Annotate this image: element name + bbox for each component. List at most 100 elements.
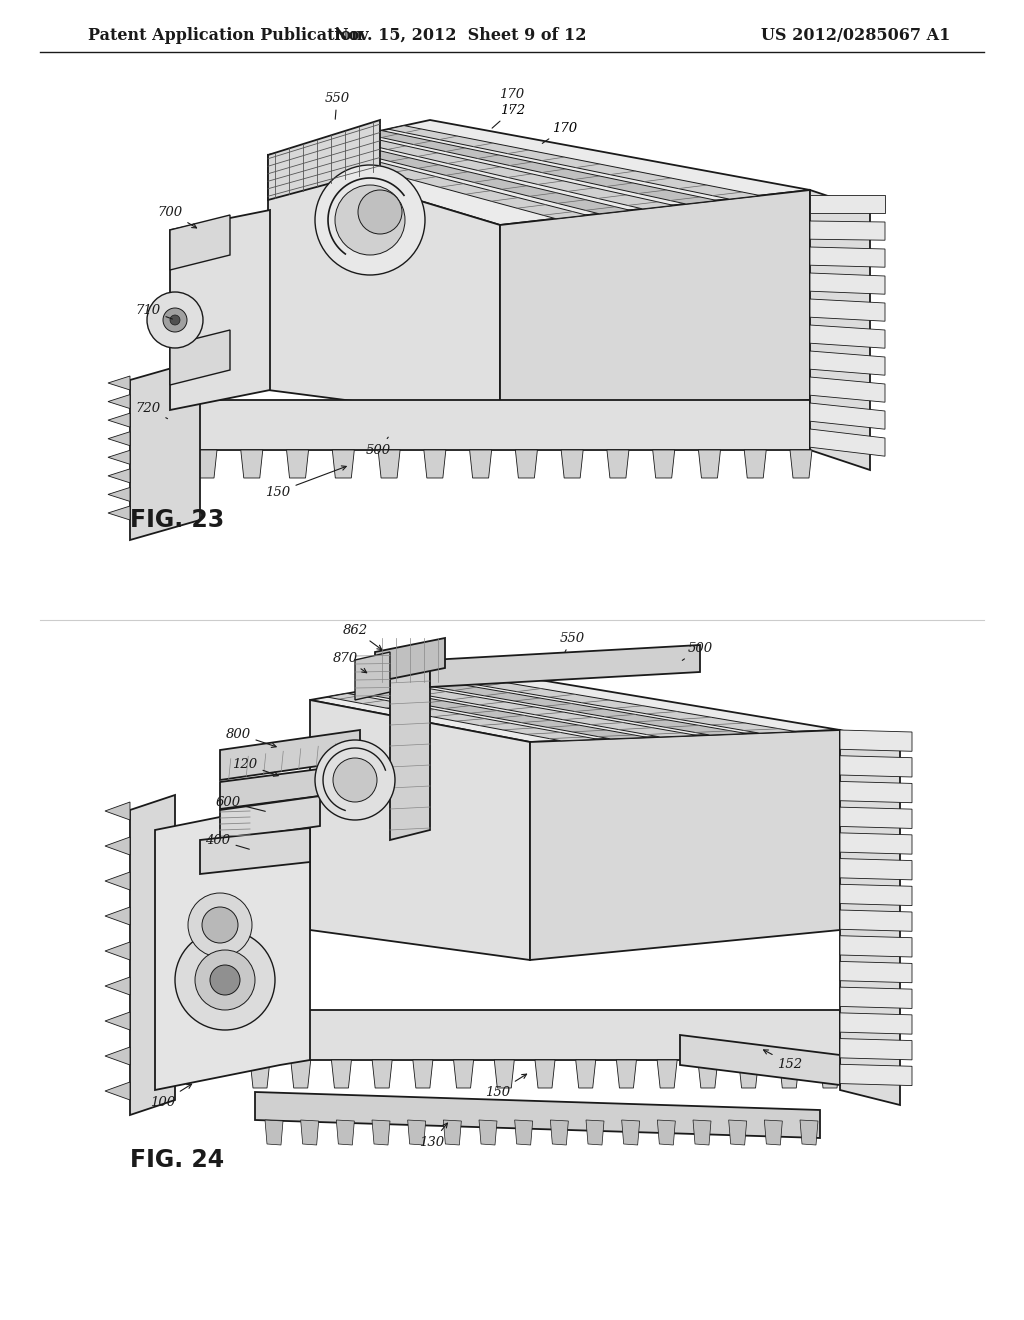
Polygon shape — [810, 247, 885, 267]
Text: US 2012/0285067 A1: US 2012/0285067 A1 — [761, 26, 950, 44]
Polygon shape — [840, 756, 912, 777]
Polygon shape — [105, 977, 130, 995]
Polygon shape — [105, 1047, 130, 1065]
Text: 550: 550 — [325, 91, 349, 119]
Polygon shape — [561, 450, 583, 478]
Polygon shape — [810, 273, 885, 294]
Polygon shape — [840, 884, 912, 906]
Polygon shape — [287, 450, 308, 478]
Polygon shape — [790, 450, 812, 478]
Text: 170: 170 — [500, 88, 524, 110]
Polygon shape — [586, 1119, 604, 1144]
Text: Nov. 15, 2012  Sheet 9 of 12: Nov. 15, 2012 Sheet 9 of 12 — [334, 26, 587, 44]
Polygon shape — [108, 432, 130, 446]
Polygon shape — [622, 1119, 640, 1144]
Polygon shape — [779, 1060, 800, 1088]
Polygon shape — [372, 1119, 390, 1144]
Text: FIG. 24: FIG. 24 — [130, 1148, 224, 1172]
Polygon shape — [430, 645, 700, 686]
Circle shape — [170, 315, 180, 325]
Circle shape — [315, 741, 395, 820]
Text: 500: 500 — [366, 437, 390, 457]
Polygon shape — [738, 1060, 759, 1088]
Circle shape — [175, 931, 275, 1030]
Polygon shape — [319, 140, 630, 214]
Text: 120: 120 — [232, 758, 279, 776]
Text: 710: 710 — [135, 304, 172, 319]
Polygon shape — [840, 909, 912, 932]
Polygon shape — [840, 1012, 912, 1034]
Circle shape — [358, 190, 402, 234]
Polygon shape — [366, 131, 717, 205]
Circle shape — [147, 292, 203, 348]
Polygon shape — [170, 330, 230, 385]
Polygon shape — [105, 803, 130, 820]
Polygon shape — [840, 961, 912, 982]
Polygon shape — [810, 190, 870, 470]
Polygon shape — [268, 120, 810, 224]
Polygon shape — [130, 795, 175, 1115]
Circle shape — [333, 758, 377, 803]
Polygon shape — [327, 693, 598, 741]
Polygon shape — [354, 689, 648, 739]
Circle shape — [202, 907, 238, 942]
Text: 170: 170 — [543, 121, 578, 144]
Polygon shape — [810, 378, 885, 403]
Polygon shape — [744, 450, 766, 478]
Text: 100: 100 — [151, 1084, 191, 1109]
Polygon shape — [268, 154, 500, 420]
Polygon shape — [409, 678, 746, 735]
Polygon shape — [575, 1060, 596, 1088]
Text: 500: 500 — [682, 642, 713, 660]
Polygon shape — [200, 828, 310, 874]
Text: 800: 800 — [225, 727, 276, 747]
Polygon shape — [342, 136, 674, 209]
Text: FIG. 23: FIG. 23 — [130, 508, 224, 532]
Polygon shape — [535, 1060, 555, 1088]
Polygon shape — [479, 1119, 497, 1144]
Text: 130: 130 — [420, 1123, 447, 1148]
Polygon shape — [268, 120, 380, 201]
Polygon shape — [454, 1060, 473, 1088]
Polygon shape — [108, 395, 130, 409]
Polygon shape — [105, 1082, 130, 1100]
Polygon shape — [195, 450, 217, 478]
Polygon shape — [291, 1060, 310, 1088]
Text: 600: 600 — [215, 796, 265, 812]
Text: 150: 150 — [265, 466, 346, 499]
Polygon shape — [250, 1060, 270, 1088]
Circle shape — [163, 308, 187, 333]
Polygon shape — [241, 450, 263, 478]
Polygon shape — [840, 730, 900, 1105]
Polygon shape — [372, 1060, 392, 1088]
Polygon shape — [378, 450, 400, 478]
Text: 400: 400 — [206, 833, 249, 849]
Polygon shape — [657, 1060, 677, 1088]
Polygon shape — [390, 655, 430, 840]
Polygon shape — [652, 450, 675, 478]
Polygon shape — [840, 1039, 912, 1060]
Polygon shape — [764, 1119, 782, 1144]
Polygon shape — [108, 450, 130, 465]
Polygon shape — [495, 1060, 514, 1088]
Polygon shape — [470, 450, 492, 478]
Polygon shape — [108, 469, 130, 483]
Circle shape — [315, 165, 425, 275]
Polygon shape — [840, 1064, 912, 1085]
Polygon shape — [310, 700, 530, 960]
Polygon shape — [810, 403, 885, 429]
Polygon shape — [105, 873, 130, 890]
Polygon shape — [230, 1010, 840, 1060]
Polygon shape — [170, 400, 810, 450]
Polygon shape — [810, 351, 885, 375]
Polygon shape — [515, 1119, 532, 1144]
Polygon shape — [170, 210, 270, 411]
Polygon shape — [840, 781, 912, 803]
Polygon shape — [840, 858, 912, 880]
Polygon shape — [170, 215, 230, 271]
Text: 152: 152 — [764, 1049, 803, 1071]
Polygon shape — [105, 907, 130, 925]
Polygon shape — [332, 1060, 351, 1088]
Polygon shape — [500, 190, 810, 420]
Polygon shape — [840, 833, 912, 854]
